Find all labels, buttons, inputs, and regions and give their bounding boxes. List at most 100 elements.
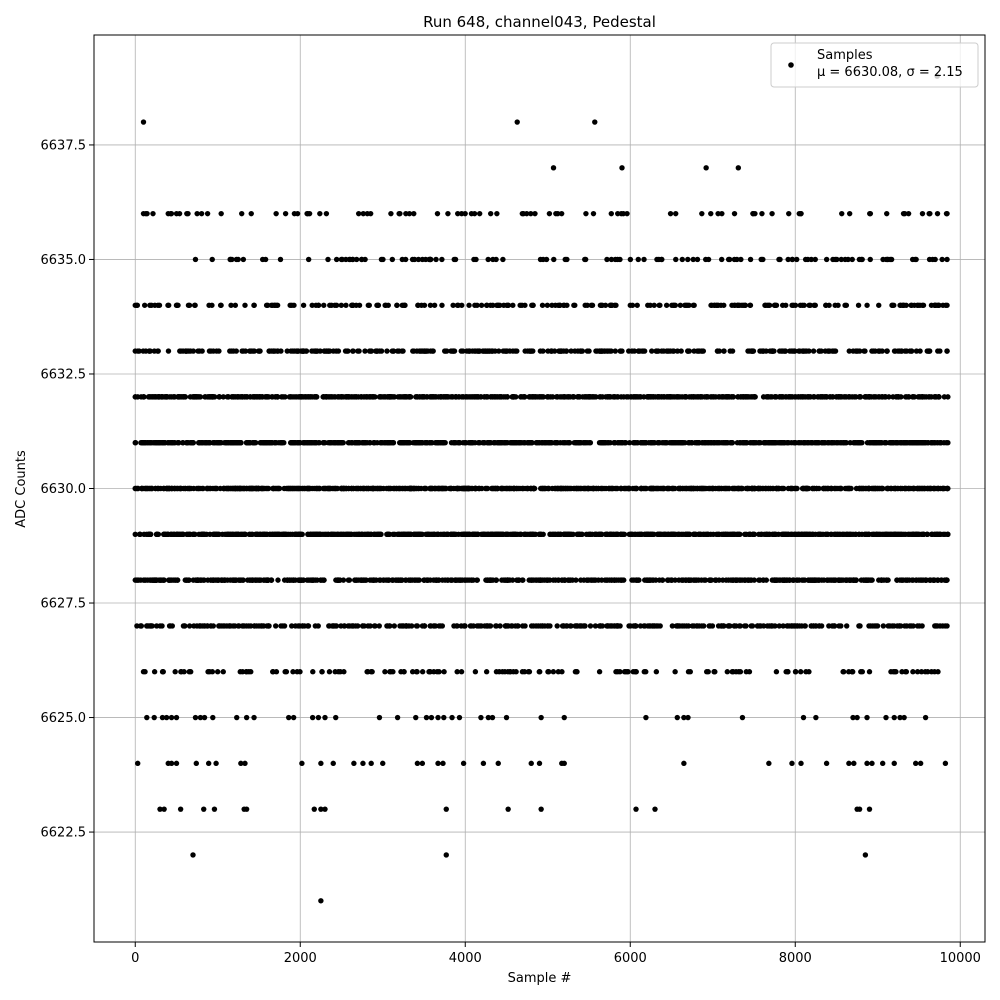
sample-point bbox=[619, 165, 625, 171]
sample-point bbox=[413, 394, 419, 400]
sample-point bbox=[536, 531, 543, 538]
sample-point bbox=[617, 348, 623, 354]
sample-point bbox=[539, 302, 546, 308]
sample-point bbox=[460, 760, 467, 767]
sample-point bbox=[240, 531, 246, 538]
sample-point bbox=[626, 623, 632, 629]
sample-point bbox=[780, 485, 786, 492]
sample-point bbox=[547, 623, 553, 629]
sample-point bbox=[850, 577, 857, 583]
sample-point bbox=[674, 348, 681, 354]
sample-point bbox=[792, 394, 798, 400]
sample-point bbox=[502, 623, 509, 629]
sample-point bbox=[883, 439, 889, 446]
sample-point bbox=[493, 577, 499, 583]
sample-point bbox=[598, 348, 604, 354]
sample-point bbox=[928, 439, 934, 446]
sample-point bbox=[773, 485, 780, 492]
sample-point bbox=[257, 394, 263, 400]
sample-point bbox=[688, 394, 695, 400]
sample-point bbox=[353, 394, 359, 400]
sample-point bbox=[188, 669, 194, 675]
sample-point bbox=[242, 760, 248, 767]
sample-point bbox=[189, 439, 196, 446]
sample-point bbox=[351, 760, 357, 767]
sample-point bbox=[310, 669, 316, 675]
sample-point bbox=[234, 714, 240, 721]
sample-point bbox=[381, 577, 387, 583]
sample-point bbox=[673, 531, 679, 538]
sample-point bbox=[193, 760, 199, 767]
sample-point bbox=[547, 577, 553, 583]
sample-point bbox=[494, 485, 500, 492]
sample-point bbox=[562, 531, 568, 538]
sample-point bbox=[456, 394, 462, 400]
sample-point bbox=[298, 394, 305, 400]
sample-point bbox=[877, 439, 884, 446]
sample-point bbox=[822, 394, 828, 400]
sample-point bbox=[259, 623, 266, 629]
sample-point bbox=[228, 302, 234, 308]
sample-point bbox=[790, 577, 797, 583]
sample-point bbox=[534, 577, 540, 583]
sample-point bbox=[834, 439, 840, 446]
sample-point bbox=[910, 669, 916, 675]
sample-point bbox=[378, 485, 385, 492]
sample-point bbox=[631, 348, 638, 354]
sample-point bbox=[751, 439, 757, 446]
sample-point bbox=[290, 714, 297, 721]
sample-point bbox=[610, 485, 616, 492]
sample-point bbox=[585, 577, 592, 583]
sample-point bbox=[393, 577, 400, 583]
sample-point bbox=[489, 531, 495, 538]
sample-point bbox=[689, 439, 695, 446]
sample-point bbox=[830, 348, 836, 354]
sample-point bbox=[360, 760, 366, 767]
sample-point bbox=[773, 669, 780, 675]
sample-point bbox=[520, 623, 526, 629]
sample-point bbox=[469, 439, 476, 446]
sample-point bbox=[373, 348, 379, 354]
sample-point bbox=[264, 394, 271, 400]
sample-point bbox=[638, 485, 644, 492]
sample-point bbox=[914, 669, 921, 675]
sample-point bbox=[695, 577, 702, 583]
sample-point bbox=[443, 852, 449, 858]
sample-point bbox=[747, 439, 753, 446]
sample-point bbox=[190, 852, 196, 858]
sample-point bbox=[220, 577, 226, 583]
sample-point bbox=[578, 577, 584, 583]
sample-point bbox=[839, 394, 845, 400]
sample-point bbox=[472, 485, 478, 492]
sample-point bbox=[248, 485, 255, 492]
sample-point bbox=[869, 577, 875, 583]
sample-point bbox=[378, 348, 385, 354]
sample-point bbox=[173, 714, 180, 721]
sample-point bbox=[621, 669, 628, 675]
sample-point bbox=[201, 806, 207, 812]
sample-point bbox=[581, 439, 587, 446]
sample-point bbox=[292, 394, 298, 400]
sample-point bbox=[593, 531, 599, 538]
sample-point bbox=[141, 577, 148, 583]
sample-point bbox=[371, 439, 378, 446]
sample-point bbox=[368, 348, 374, 354]
sample-point bbox=[367, 439, 373, 446]
sample-point bbox=[798, 531, 805, 538]
sample-point bbox=[444, 394, 451, 400]
sample-point bbox=[715, 623, 722, 629]
sample-point bbox=[251, 714, 257, 721]
sample-point bbox=[476, 348, 482, 354]
sample-point bbox=[435, 714, 441, 721]
sample-point bbox=[275, 577, 281, 583]
sample-point bbox=[685, 531, 691, 538]
sample-point bbox=[597, 394, 603, 400]
sample-point bbox=[390, 348, 397, 354]
sample-point bbox=[204, 623, 211, 629]
sample-point bbox=[561, 714, 567, 721]
sample-point bbox=[132, 485, 138, 492]
sample-point bbox=[269, 394, 276, 400]
sample-point bbox=[195, 348, 201, 354]
sample-point bbox=[491, 439, 497, 446]
sample-point bbox=[898, 623, 904, 629]
